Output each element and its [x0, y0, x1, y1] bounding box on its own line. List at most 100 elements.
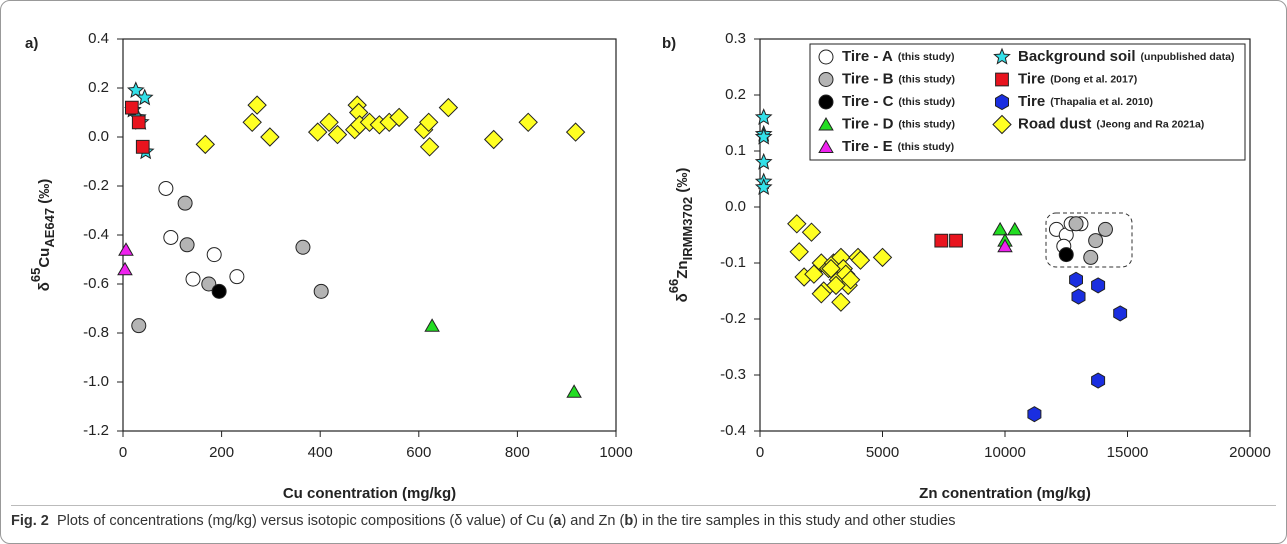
legend-source: (this study)	[898, 51, 955, 63]
caption-label: Fig. 2	[11, 513, 49, 529]
point	[949, 233, 963, 248]
point	[247, 95, 267, 115]
point	[818, 94, 834, 110]
legend-label: Tire - A (this study)	[842, 48, 954, 65]
y-tick-label: -0.1	[720, 254, 746, 271]
point	[566, 384, 582, 398]
y-tick-label: -0.4	[83, 226, 109, 243]
point	[118, 242, 134, 256]
point	[185, 271, 201, 287]
x-tick-label: 10000	[984, 444, 1026, 461]
point	[117, 261, 133, 276]
point	[307, 122, 328, 142]
point	[438, 97, 459, 118]
point	[754, 178, 773, 195]
legend-name: Tire - B	[842, 70, 894, 87]
y-tick-label: -1.2	[83, 422, 109, 439]
point	[818, 72, 834, 87]
point	[787, 214, 807, 234]
y-axis-title-part: δ	[36, 282, 53, 291]
legend-label: Tire - C (this study)	[842, 93, 955, 110]
point	[811, 284, 832, 304]
legend-source: (Thapalia et al. 2010)	[1050, 96, 1153, 108]
y-tick-label: -0.2	[83, 177, 109, 194]
y-axis-title: δ66ZnIRMM3702 (‰)	[666, 168, 695, 303]
y-tick-label: 0.0	[725, 198, 746, 215]
y-tick-label: 0.1	[725, 142, 746, 159]
point	[872, 247, 893, 268]
point	[1068, 216, 1084, 232]
legend-label: Tire - E (this study)	[842, 138, 954, 155]
panel-label: b)	[662, 35, 676, 52]
point	[211, 283, 227, 299]
y-axis-title-part: δ	[674, 293, 691, 302]
legend-name: Road dust	[1018, 115, 1091, 132]
legend-source: (this study)	[898, 73, 955, 85]
point	[850, 250, 871, 270]
legend-label: Background soil (unpublished data)	[1018, 48, 1234, 65]
point	[992, 114, 1012, 135]
point	[135, 88, 154, 106]
caption: Fig. 2 Plots of concentrations (mg/kg) v…	[11, 505, 1276, 540]
y-axis-title-part: 66	[666, 279, 681, 293]
point	[754, 127, 773, 145]
point	[1091, 277, 1106, 294]
point	[229, 269, 245, 285]
legend-name: Tire - D	[842, 115, 894, 132]
caption-text: ) in the tire samples in this study and …	[633, 513, 956, 529]
legend-box	[809, 43, 1246, 161]
point	[754, 152, 773, 170]
x-tick-label: 0	[119, 444, 127, 461]
point	[818, 139, 834, 153]
legend-source: (Jeong and Ra 2021a)	[1096, 118, 1204, 130]
legend-name: Tire - E	[842, 138, 893, 155]
legend-source: (Dong et al. 2017)	[1050, 73, 1137, 85]
cluster-outline	[1045, 212, 1133, 268]
point	[1097, 221, 1113, 237]
y-tick-label: 0.2	[88, 79, 109, 96]
legend-name: Tire	[1018, 70, 1045, 87]
caption-text: b	[624, 513, 634, 529]
caption-text: ) and Zn (	[561, 513, 625, 529]
y-axis-title: δ65CuAE647 (‰)	[28, 179, 57, 292]
x-tick-label: 5000	[866, 444, 899, 461]
x-axis-title: Zn conentration (mg/kg)	[919, 485, 1091, 501]
point	[206, 247, 222, 263]
point	[818, 116, 834, 131]
point	[131, 318, 147, 334]
point	[319, 112, 339, 133]
legend-name: Tire - A	[842, 48, 893, 65]
point	[831, 292, 851, 312]
x-axis-title: Cu conentration (mg/kg)	[283, 485, 456, 501]
point	[242, 112, 262, 133]
y-axis-title-part: Zn	[674, 260, 691, 278]
point	[201, 276, 217, 292]
point	[934, 233, 949, 248]
y-axis-title-part: Cu	[36, 248, 53, 268]
x-tick-label: 800	[505, 444, 530, 461]
y-tick-label: 0.4	[88, 30, 109, 47]
point	[995, 93, 1009, 111]
point	[1007, 221, 1023, 236]
legend-name: Tire	[1018, 93, 1045, 110]
y-tick-label: -0.8	[83, 324, 109, 341]
point	[518, 112, 538, 133]
y-tick-label: 0.3	[725, 30, 746, 47]
point	[126, 81, 145, 98]
point	[826, 275, 846, 296]
x-tick-label: 20000	[1229, 444, 1271, 461]
y-tick-label: -0.2	[720, 310, 746, 327]
legend-label: Tire - D (this study)	[842, 115, 955, 132]
point	[389, 107, 409, 128]
y-axis-title-part: 65	[28, 268, 43, 282]
point	[565, 122, 586, 142]
legend-label: Road dust (Jeong and Ra 2021a)	[1018, 115, 1204, 132]
point	[260, 127, 280, 147]
y-tick-label: -0.6	[83, 275, 109, 292]
point	[327, 124, 348, 145]
point	[418, 112, 439, 133]
point	[158, 180, 174, 196]
point	[419, 137, 440, 157]
point	[313, 283, 329, 299]
point	[177, 195, 193, 211]
